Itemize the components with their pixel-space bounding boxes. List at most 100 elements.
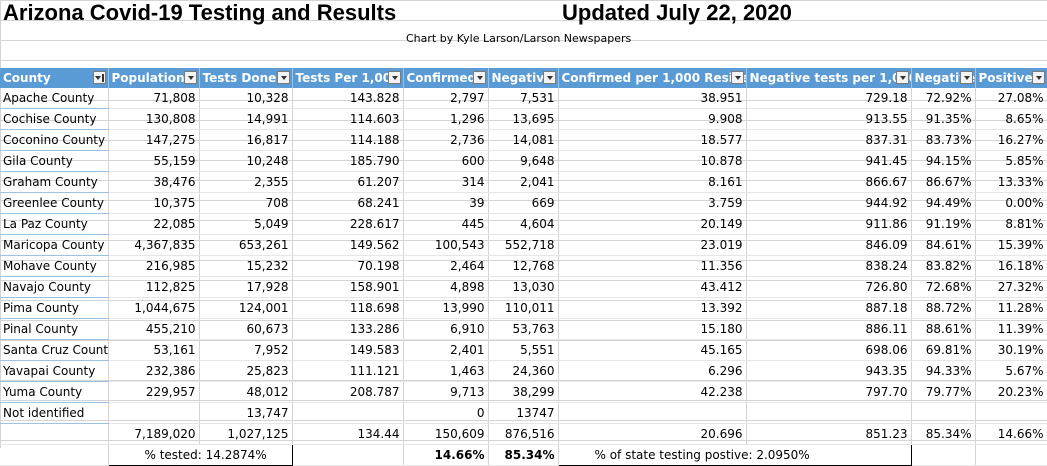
data-cell[interactable]: 147,275: [108, 129, 200, 151]
data-cell[interactable]: 133.286: [292, 318, 404, 340]
data-cell[interactable]: 114.188: [292, 129, 404, 151]
data-cell[interactable]: 72.68%: [911, 276, 976, 298]
data-cell[interactable]: 39: [403, 192, 489, 214]
total-cell[interactable]: 7,189,020: [108, 423, 200, 445]
data-cell[interactable]: 846.09: [746, 234, 912, 256]
sort-filter-icon[interactable]: [92, 71, 106, 84]
filter-dropdown-icon[interactable]: [542, 71, 556, 84]
data-cell[interactable]: 69.81%: [911, 339, 976, 361]
data-cell[interactable]: 11.356: [558, 255, 747, 277]
data-cell[interactable]: 10.878: [558, 150, 747, 172]
total-cell[interactable]: 1,027,125: [199, 423, 293, 445]
data-cell[interactable]: 8.161: [558, 171, 747, 193]
data-cell[interactable]: 9,713: [403, 381, 489, 403]
data-cell[interactable]: 653,261: [199, 234, 293, 256]
data-cell[interactable]: [975, 402, 1047, 424]
data-cell[interactable]: 16.27%: [975, 129, 1047, 151]
data-cell[interactable]: 30.19%: [975, 339, 1047, 361]
filter-dropdown-icon[interactable]: [276, 71, 290, 84]
total-cell[interactable]: 85.34%: [911, 423, 976, 445]
total-cell[interactable]: 14.66%: [975, 423, 1047, 445]
data-cell[interactable]: 1,044,675: [108, 297, 200, 319]
county-name-cell[interactable]: Graham County: [0, 171, 109, 193]
county-name-cell[interactable]: Pima County: [0, 297, 109, 319]
data-cell[interactable]: 149.583: [292, 339, 404, 361]
data-cell[interactable]: 84.61%: [911, 234, 976, 256]
data-cell[interactable]: 112,825: [108, 276, 200, 298]
data-cell[interactable]: 13747: [488, 402, 559, 424]
data-cell[interactable]: 1,296: [403, 108, 489, 130]
data-cell[interactable]: 16.18%: [975, 255, 1047, 277]
data-cell[interactable]: 698.06: [746, 339, 912, 361]
data-cell[interactable]: 60,673: [199, 318, 293, 340]
data-cell[interactable]: 887.18: [746, 297, 912, 319]
data-cell[interactable]: 94.15%: [911, 150, 976, 172]
data-cell[interactable]: 229,957: [108, 381, 200, 403]
data-cell[interactable]: 9.908: [558, 108, 747, 130]
data-cell[interactable]: 16,817: [199, 129, 293, 151]
data-cell[interactable]: 124,001: [199, 297, 293, 319]
data-cell[interactable]: 2,401: [403, 339, 489, 361]
data-cell[interactable]: 38.951: [558, 88, 747, 109]
data-cell[interactable]: 913.55: [746, 108, 912, 130]
data-cell[interactable]: 0: [403, 402, 489, 424]
data-cell[interactable]: 48,012: [199, 381, 293, 403]
data-cell[interactable]: [558, 402, 747, 424]
data-cell[interactable]: 314: [403, 171, 489, 193]
county-name-cell[interactable]: Not identified: [0, 402, 109, 424]
county-name-cell[interactable]: Gila County: [0, 150, 109, 172]
data-cell[interactable]: 27.32%: [975, 276, 1047, 298]
data-cell[interactable]: 53,161: [108, 339, 200, 361]
data-cell[interactable]: 72.92%: [911, 88, 976, 109]
data-cell[interactable]: 944.92: [746, 192, 912, 214]
data-cell[interactable]: 4,367,835: [108, 234, 200, 256]
data-cell[interactable]: 24,360: [488, 360, 559, 382]
data-cell[interactable]: 17,928: [199, 276, 293, 298]
data-cell[interactable]: 43.412: [558, 276, 747, 298]
county-name-cell[interactable]: Coconino County: [0, 129, 109, 151]
data-cell[interactable]: 729.18: [746, 88, 912, 109]
data-cell[interactable]: 13,990: [403, 297, 489, 319]
data-cell[interactable]: 911.86: [746, 213, 912, 235]
data-cell[interactable]: 70.198: [292, 255, 404, 277]
data-cell[interactable]: 7,952: [199, 339, 293, 361]
data-cell[interactable]: 216,985: [108, 255, 200, 277]
data-cell[interactable]: 11.39%: [975, 318, 1047, 340]
data-cell[interactable]: 445: [403, 213, 489, 235]
data-cell[interactable]: 8.65%: [975, 108, 1047, 130]
data-cell[interactable]: 669: [488, 192, 559, 214]
data-cell[interactable]: 27.08%: [975, 88, 1047, 109]
data-cell[interactable]: 232,386: [108, 360, 200, 382]
county-name-cell[interactable]: Maricopa County: [0, 234, 109, 256]
county-name-cell[interactable]: Santa Cruz County: [0, 339, 109, 361]
data-cell[interactable]: 13.392: [558, 297, 747, 319]
county-name-cell[interactable]: Yuma County: [0, 381, 109, 403]
data-cell[interactable]: 14,081: [488, 129, 559, 151]
col-header-tests-done[interactable]: Tests Done: [199, 68, 293, 88]
data-cell[interactable]: 2,355: [199, 171, 293, 193]
col-header-confirmed[interactable]: Confirmed: [403, 68, 489, 88]
data-cell[interactable]: 5.67%: [975, 360, 1047, 382]
data-cell[interactable]: 13,030: [488, 276, 559, 298]
data-cell[interactable]: [292, 402, 404, 424]
county-name-cell[interactable]: Cochise County: [0, 108, 109, 130]
county-name-cell[interactable]: Navajo County: [0, 276, 109, 298]
data-cell[interactable]: 94.33%: [911, 360, 976, 382]
county-name-cell[interactable]: Yavapai County: [0, 360, 109, 382]
data-cell[interactable]: 15.180: [558, 318, 747, 340]
data-cell[interactable]: 91.19%: [911, 213, 976, 235]
col-header-negative-per-1000[interactable]: Negative tests per 1,000 R: [746, 68, 912, 88]
data-cell[interactable]: 726.80: [746, 276, 912, 298]
data-cell[interactable]: 208.787: [292, 381, 404, 403]
data-cell[interactable]: 13,747: [199, 402, 293, 424]
data-cell[interactable]: 130,808: [108, 108, 200, 130]
data-cell[interactable]: 600: [403, 150, 489, 172]
data-cell[interactable]: 4,898: [403, 276, 489, 298]
data-cell[interactable]: 25,823: [199, 360, 293, 382]
filter-dropdown-icon[interactable]: [183, 71, 197, 84]
data-cell[interactable]: 455,210: [108, 318, 200, 340]
data-cell[interactable]: 61.207: [292, 171, 404, 193]
data-cell[interactable]: 23.019: [558, 234, 747, 256]
data-cell[interactable]: 88.61%: [911, 318, 976, 340]
data-cell[interactable]: 552,718: [488, 234, 559, 256]
